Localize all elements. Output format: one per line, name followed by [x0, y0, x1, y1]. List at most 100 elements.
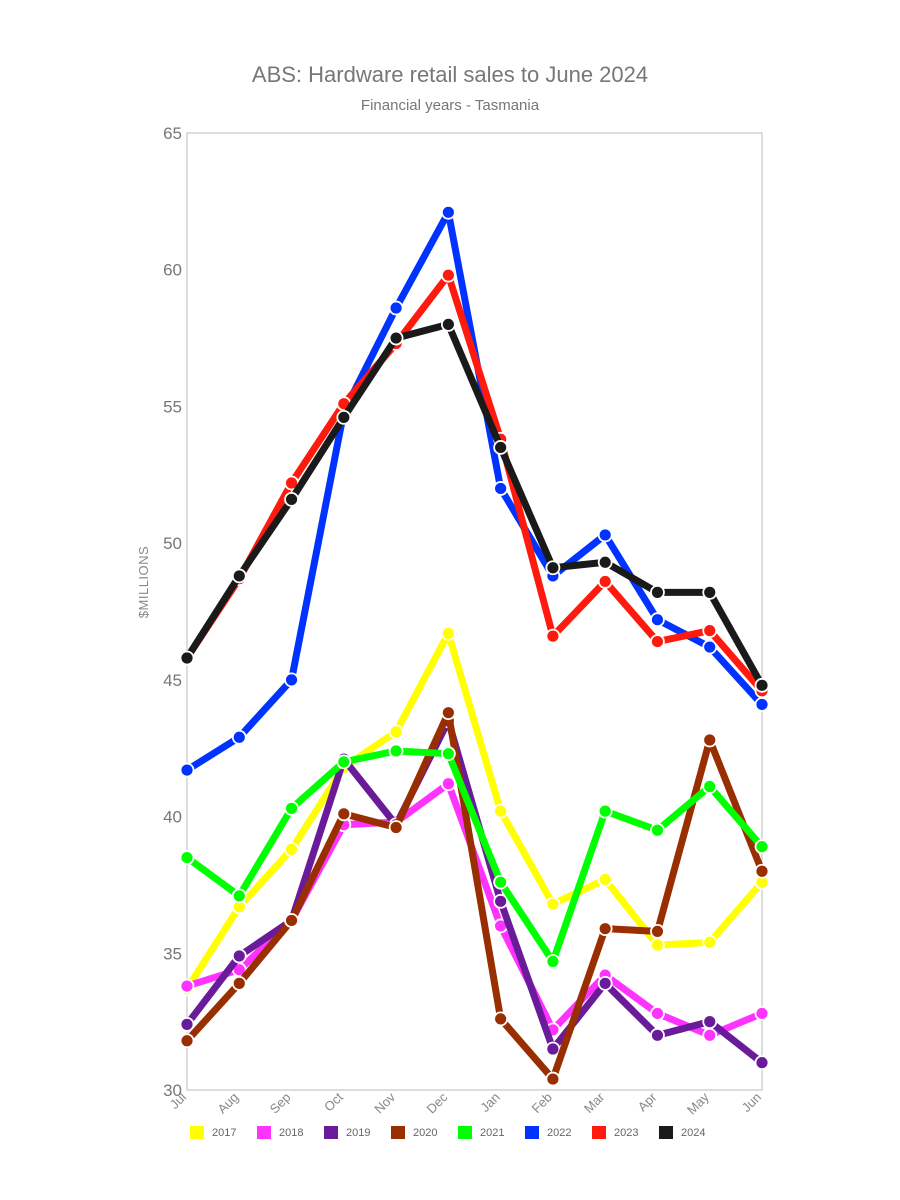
- data-point: [231, 975, 247, 991]
- data-point: [597, 872, 613, 887]
- data-point: [702, 623, 718, 639]
- legend-label: 2019: [346, 1127, 370, 1139]
- legend-label: 2024: [681, 1127, 705, 1139]
- series-2024: [179, 316, 770, 693]
- legend-label: 2017: [212, 1127, 236, 1139]
- data-point: [493, 440, 509, 455]
- legend-swatch: [190, 1126, 204, 1139]
- data-point: [179, 650, 195, 666]
- legend-label: 2022: [547, 1127, 571, 1139]
- x-tick-label: Sep: [267, 1090, 294, 1117]
- data-point: [597, 554, 613, 570]
- legend-item: 2023: [592, 1126, 638, 1139]
- data-point: [388, 743, 404, 759]
- data-point: [493, 803, 509, 819]
- legend-item: 2022: [525, 1126, 571, 1139]
- data-point: [545, 1071, 561, 1087]
- x-tick-label: Aug: [214, 1090, 241, 1117]
- data-point: [179, 850, 195, 865]
- data-point: [702, 732, 718, 748]
- x-tick-label: Apr: [635, 1089, 660, 1114]
- data-point: [231, 568, 247, 584]
- legend: 2017 2018 2019 2020 2021 2022 2023 2024: [190, 1126, 705, 1139]
- data-point: [597, 975, 613, 991]
- data-point: [493, 1011, 509, 1027]
- plot-area-frame: [186, 132, 763, 1091]
- data-point: [650, 584, 665, 600]
- legend-item: 2024: [659, 1126, 705, 1139]
- data-point: [388, 300, 404, 316]
- data-point: [493, 893, 509, 909]
- data-point: [284, 491, 299, 507]
- legend-item: 2017: [190, 1126, 236, 1139]
- x-tick-label: Nov: [371, 1089, 398, 1116]
- data-point: [702, 779, 718, 794]
- data-point: [754, 677, 770, 693]
- y-tick-label: 55: [163, 397, 182, 416]
- legend-swatch: [324, 1126, 338, 1139]
- data-point: [754, 1006, 770, 1021]
- data-point: [650, 634, 665, 649]
- x-tick-label: Jun: [739, 1090, 764, 1115]
- legend-item: 2019: [324, 1126, 370, 1139]
- legend-swatch: [525, 1126, 539, 1139]
- data-point: [650, 1027, 665, 1043]
- data-point: [545, 896, 561, 912]
- data-point: [284, 841, 299, 857]
- data-point: [388, 724, 404, 740]
- legend-item: 2021: [458, 1126, 504, 1139]
- x-tick-label: Jan: [477, 1090, 502, 1115]
- data-point: [754, 863, 770, 879]
- data-point: [650, 612, 665, 628]
- data-point: [702, 934, 718, 950]
- data-point: [702, 639, 718, 655]
- data-point: [545, 954, 561, 969]
- data-point: [650, 822, 665, 838]
- x-tick-label: Oct: [321, 1089, 346, 1114]
- data-point: [597, 574, 613, 589]
- y-tick-label: 65: [163, 124, 182, 143]
- x-tick-label: Feb: [529, 1090, 555, 1116]
- data-point: [545, 628, 561, 644]
- series-line: [183, 717, 766, 1067]
- data-point: [179, 762, 195, 778]
- data-point: [597, 527, 613, 543]
- series-2020: [179, 705, 770, 1087]
- data-point: [493, 481, 509, 496]
- series-line: [183, 629, 766, 993]
- data-point: [597, 803, 613, 819]
- legend-item: 2020: [391, 1126, 437, 1139]
- y-tick-label: 40: [163, 808, 182, 827]
- series-layer: [179, 204, 770, 1087]
- data-point: [284, 800, 299, 816]
- data-point: [231, 888, 247, 904]
- legend-label: 2021: [480, 1127, 504, 1139]
- data-point: [440, 625, 456, 641]
- y-tick-label: 35: [163, 944, 182, 963]
- y-tick-label: 45: [163, 671, 182, 690]
- data-point: [336, 806, 352, 822]
- series-2022: [179, 204, 770, 778]
- data-point: [545, 1041, 561, 1057]
- legend-label: 2018: [279, 1127, 303, 1139]
- data-point: [336, 754, 352, 770]
- y-tick-label: 60: [163, 261, 182, 280]
- data-point: [231, 948, 247, 964]
- series-line: [183, 709, 766, 1083]
- data-point: [284, 913, 299, 928]
- data-point: [702, 584, 718, 600]
- y-axis-label: $MILLIONS: [136, 546, 151, 618]
- data-point: [231, 729, 247, 745]
- data-point: [440, 746, 456, 762]
- data-point: [440, 776, 456, 792]
- data-point: [493, 874, 509, 890]
- x-tick-label: Mar: [581, 1089, 608, 1116]
- data-point: [650, 924, 665, 939]
- y-tick-label: 50: [163, 534, 182, 553]
- data-point: [440, 267, 456, 283]
- legend-item: 2018: [257, 1126, 303, 1139]
- data-point: [597, 921, 613, 937]
- chart-subtitle: Financial years - Tasmania: [360, 97, 540, 114]
- data-point: [545, 560, 561, 576]
- series-2021: [179, 743, 770, 969]
